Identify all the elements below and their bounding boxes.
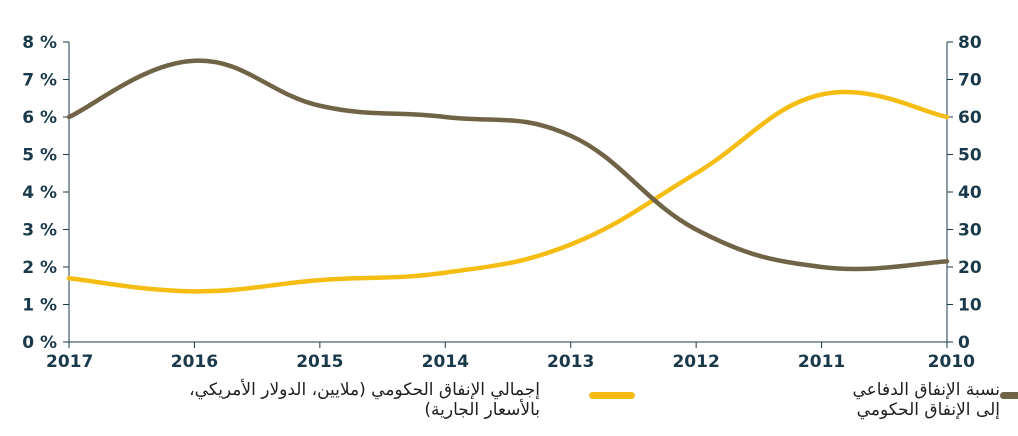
right-tick-label: 80 bbox=[958, 33, 982, 53]
x-tick-label: 2014 bbox=[422, 352, 469, 372]
left-tick-label: 0 % bbox=[22, 333, 57, 353]
x-tick-label: 2017 bbox=[46, 352, 93, 372]
left-tick-label: 5 % bbox=[22, 146, 57, 166]
right-tick-label: 0 bbox=[958, 333, 970, 353]
x-tick-label: 2012 bbox=[672, 352, 719, 372]
legend-label-government-spending: إجمالي الإنفاق الحكومي (ملايين، الدولار … bbox=[189, 380, 540, 420]
left-tick-label: 1 % bbox=[22, 296, 57, 316]
right-tick-label: 30 bbox=[958, 221, 982, 241]
x-tick-label: 2015 bbox=[296, 352, 343, 372]
right-tick-label: 70 bbox=[958, 71, 982, 91]
left-tick-label: 8 % bbox=[22, 33, 57, 53]
x-tick-label: 2016 bbox=[171, 352, 218, 372]
legend-item-government-spending: إجمالي الإنفاق الحكومي (ملايين، الدولار … bbox=[90, 380, 635, 420]
right-tick-label: 20 bbox=[958, 258, 982, 278]
right-tick-label: 60 bbox=[958, 108, 982, 128]
x-tick-label: 2011 bbox=[798, 352, 845, 372]
left-tick-label: 7 % bbox=[22, 71, 57, 91]
tick-labels: 0 % 1 % 2 % 3 % 4 % 5 % 6 % 7 % 8 % 0 10 20 30 40 50 60… bbox=[22, 33, 982, 372]
right-tick-label: 50 bbox=[958, 146, 982, 166]
right-tick-label: 40 bbox=[958, 183, 982, 203]
legend-swatch-defense-share bbox=[1000, 392, 1018, 399]
left-tick-label: 6 % bbox=[22, 108, 57, 128]
x-tick-label: 2013 bbox=[547, 352, 594, 372]
x-tick-label: 2010 bbox=[928, 352, 975, 372]
left-tick-label: 4 % bbox=[22, 183, 57, 203]
axes bbox=[63, 41, 953, 348]
legend-swatch-government-spending bbox=[589, 392, 635, 399]
right-tick-label: 10 bbox=[958, 296, 982, 316]
series-line-government-spending bbox=[66, 89, 950, 294]
left-tick-label: 3 % bbox=[22, 221, 57, 241]
legend-item-defense-share: نسبة الإنفاق الدفاعي إلى الإنفاق الحكومي bbox=[700, 380, 1018, 420]
series-group bbox=[66, 58, 950, 294]
series-line-defense-share bbox=[66, 58, 950, 272]
line-chart: 0 % 1 % 2 % 3 % 4 % 5 % 6 % 7 % 8 % 0 10 20 30 40 50 60… bbox=[22, 33, 982, 372]
legend-label-defense-share: نسبة الإنفاق الدفاعي إلى الإنفاق الحكومي bbox=[852, 380, 1000, 420]
left-tick-label: 2 % bbox=[22, 258, 57, 278]
